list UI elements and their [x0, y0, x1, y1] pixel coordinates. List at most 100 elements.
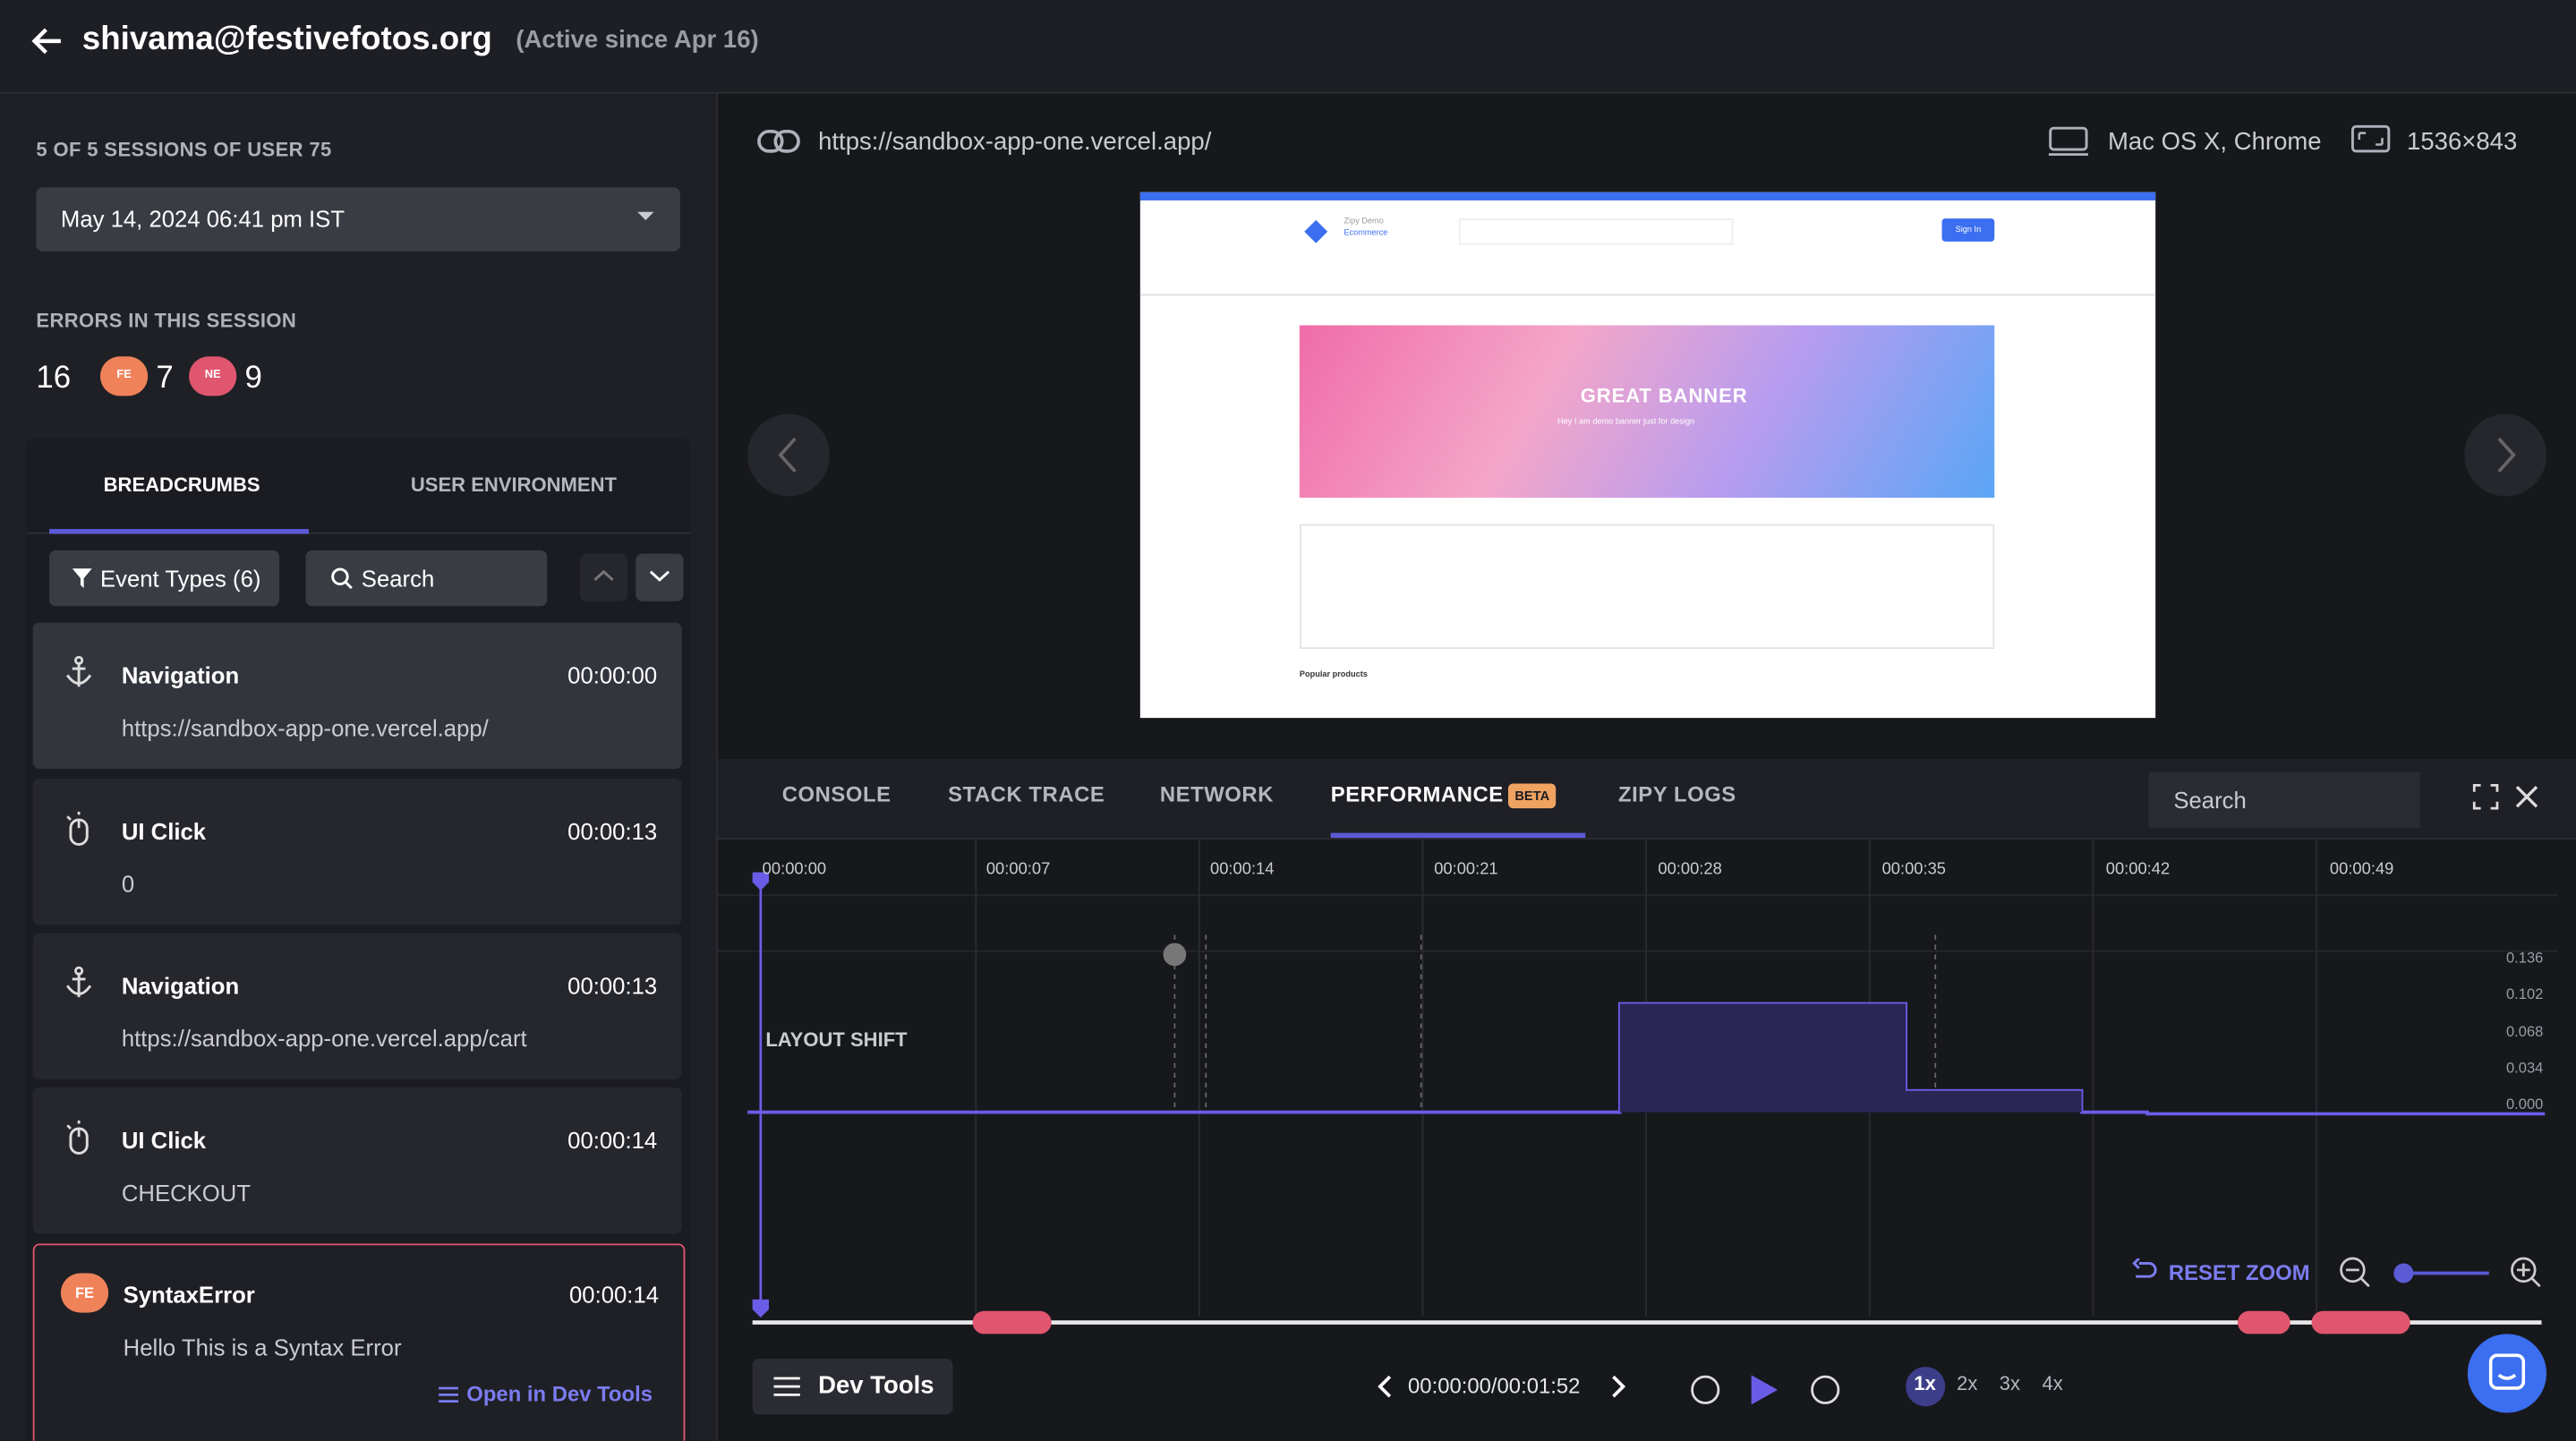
- next-event[interactable]: [635, 553, 684, 601]
- active-since: (Active since Apr 16): [516, 26, 759, 55]
- search-icon: [331, 567, 353, 590]
- timeline-tick: 00:00:49: [2329, 860, 2394, 879]
- event-detail: Hello This is a Syntax Error: [123, 1334, 402, 1360]
- timeline-tick: 00:00:00: [762, 860, 827, 879]
- chat-icon: [2488, 1353, 2526, 1390]
- zoom-controls[interactable]: [2338, 1255, 2545, 1291]
- event-icon: [66, 1120, 89, 1155]
- logo: [1304, 219, 1328, 243]
- step-back[interactable]: [1377, 1375, 1393, 1398]
- event-time: 00:00:00: [567, 661, 658, 689]
- speed-option[interactable]: 3x: [1999, 1371, 2021, 1395]
- tab[interactable]: USER ENVIRONMENT: [410, 473, 617, 497]
- speed-option[interactable]: 4x: [2042, 1371, 2063, 1395]
- reset-icon: [2132, 1258, 2157, 1278]
- search-placeholder: Search: [2173, 787, 2247, 814]
- window-controls[interactable]: [2472, 783, 2555, 810]
- metric-tick: 0.102: [2505, 985, 2544, 1003]
- devtools-tab[interactable]: CONSOLE: [781, 781, 891, 807]
- prev-button[interactable]: [747, 414, 830, 497]
- devtools-tab[interactable]: NETWORK: [1159, 781, 1274, 807]
- chat-button[interactable]: [2467, 1334, 2547, 1413]
- divider: [1139, 294, 2156, 296]
- prev-event[interactable]: [579, 553, 628, 601]
- playback-time: 00:00:00/00:01:52: [1408, 1373, 1581, 1399]
- devtools-tab[interactable]: ZIPY LOGS: [1617, 781, 1736, 807]
- reset-zoom[interactable]: RESET ZOOM: [2168, 1259, 2310, 1285]
- search-label: Search: [361, 565, 435, 592]
- filter-label: Event Types (6): [99, 565, 261, 592]
- devtools-label: Dev Tools: [818, 1371, 934, 1400]
- performance-timeline: [718, 839, 2558, 1334]
- playback-buttons[interactable]: [1687, 1369, 1852, 1408]
- back-button[interactable]: [30, 23, 65, 59]
- sessions-label: 5 OF 5 SESSIONS OF USER 75: [36, 138, 332, 161]
- down-icon: [649, 570, 670, 582]
- timeline-tick: 00:00:07: [985, 860, 1051, 879]
- session-dropdown[interactable]: [36, 187, 680, 252]
- next-button[interactable]: [2464, 414, 2547, 497]
- speed-active: [1906, 1367, 1946, 1407]
- sign-in: Sign In: [1941, 218, 1995, 242]
- open-devtools-link[interactable]: Open in Dev Tools: [466, 1381, 653, 1407]
- fe-count: 7: [156, 361, 174, 396]
- os-icon: [2048, 126, 2088, 157]
- event-detail: 0: [121, 870, 135, 898]
- error-event[interactable]: FE SyntaxError 00:00:14 Hello This is a …: [32, 1243, 686, 1441]
- tab-underline: [49, 529, 310, 534]
- event-card[interactable]: UI Click 00:00:13 0: [32, 779, 682, 925]
- event-card[interactable]: Navigation 00:00:00 https://sandbox-app-on…: [32, 622, 682, 770]
- tab-divider: [26, 532, 690, 534]
- fe-badge: FE: [60, 1273, 109, 1313]
- step-forward[interactable]: [1610, 1375, 1626, 1398]
- header: [0, 0, 2576, 94]
- event-card[interactable]: UI Click 00:00:14 CHECKOUT: [32, 1087, 682, 1234]
- settings-icon: [439, 1386, 459, 1403]
- page-url: https://sandbox-app-one.vercel.app/: [818, 128, 1212, 157]
- up-icon: [593, 569, 614, 582]
- site-search: [1458, 218, 1734, 245]
- event-detail: https://sandbox-app-one.vercel.app/cart: [121, 1025, 527, 1052]
- ne-count: 9: [244, 361, 262, 396]
- timeline-tick: 00:00:35: [1881, 860, 1947, 879]
- popular-label: Popular products: [1299, 669, 1368, 680]
- devtools-tab[interactable]: STACK TRACE: [948, 781, 1105, 807]
- metric-tick: 0.136: [2505, 949, 2544, 967]
- event-detail: https://sandbox-app-one.vercel.app/: [121, 714, 489, 741]
- event-title: SyntaxError: [123, 1281, 255, 1309]
- resolution: 1536×843: [2407, 128, 2518, 157]
- tab[interactable]: BREADCRUMBS: [103, 473, 260, 497]
- speed-option[interactable]: 1x: [1914, 1371, 1936, 1395]
- banner-title: GREAT BANNER: [1580, 384, 1748, 408]
- beta-badge: BETA: [1507, 783, 1557, 809]
- search-button[interactable]: [305, 550, 548, 607]
- banner-sub: Hey I am demo banner just for design: [1557, 417, 1695, 428]
- event-icon: [66, 966, 92, 998]
- devtools-tab[interactable]: PERFORMANCE: [1330, 781, 1504, 807]
- event-time: 00:00:13: [567, 818, 658, 845]
- event-icon: [66, 811, 89, 846]
- brand: Zipy Demo: [1343, 217, 1384, 227]
- event-card[interactable]: Navigation 00:00:13 https://sandbox-app-on…: [32, 933, 682, 1079]
- event-title: UI Click: [121, 818, 207, 845]
- devtools-icon: [773, 1377, 800, 1396]
- event-icon: [66, 655, 92, 687]
- fe-badge: FE: [99, 356, 149, 396]
- metric-tick: 0.068: [2505, 1022, 2544, 1040]
- features-box: [1299, 524, 1995, 650]
- devtools-search[interactable]: [2148, 772, 2420, 829]
- timeline-tick: 00:00:21: [1434, 860, 1498, 879]
- event-title: UI Click: [121, 1127, 207, 1154]
- filter-button[interactable]: [49, 550, 280, 607]
- filter-icon: [72, 568, 92, 589]
- event-title: Navigation: [121, 972, 240, 999]
- speed-option[interactable]: 2x: [1957, 1371, 1978, 1395]
- platform: Mac OS X, Chrome: [2107, 128, 2322, 157]
- event-time: 00:00:13: [567, 972, 658, 999]
- event-detail: CHECKOUT: [121, 1179, 252, 1207]
- ne-badge: NE: [189, 356, 237, 396]
- top-bar: [1139, 192, 2156, 200]
- replay-frame: Zipy Demo Ecommerce Sign In All categori…: [1139, 192, 2156, 719]
